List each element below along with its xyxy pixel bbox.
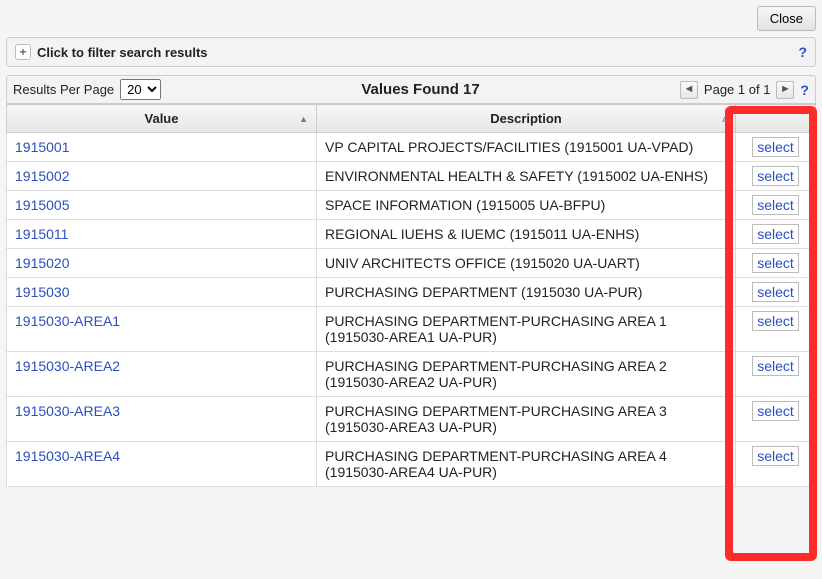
values-found-label: Values Found 17	[361, 81, 479, 98]
help-icon[interactable]: ?	[800, 82, 809, 98]
sort-up-icon: ▲	[299, 114, 308, 124]
description-cell: ENVIRONMENTAL HEALTH & SAFETY (1915002 U…	[317, 162, 736, 191]
value-link[interactable]: 1915030-AREA4	[15, 448, 120, 464]
prev-page-button[interactable]: ◄	[680, 81, 698, 99]
table-row: 1915030-AREA4 PURCHASING DEPARTMENT-PURCH…	[7, 442, 816, 487]
description-cell: PURCHASING DEPARTMENT-PURCHASING AREA 1 …	[317, 307, 736, 352]
page-indicator: Page 1 of 1	[704, 82, 771, 97]
select-button[interactable]: select	[752, 282, 799, 302]
sort-neutral-icon: ▵	[722, 113, 727, 124]
control-bar: Results Per Page 20 Values Found 17 ◄ Pa…	[6, 75, 816, 104]
value-link[interactable]: 1915011	[15, 226, 68, 242]
description-cell: PURCHASING DEPARTMENT-PURCHASING AREA 4 …	[317, 442, 736, 487]
select-button[interactable]: select	[752, 311, 799, 331]
table-row: 1915001 VP CAPITAL PROJECTS/FACILITIES (1…	[7, 133, 816, 162]
table-row: 1915030-AREA1 PURCHASING DEPARTMENT-PURCH…	[7, 307, 816, 352]
description-cell: VP CAPITAL PROJECTS/FACILITIES (1915001 …	[317, 133, 736, 162]
description-cell: PURCHASING DEPARTMENT (1915030 UA-PUR)	[317, 278, 736, 307]
value-link[interactable]: 1915030-AREA1	[15, 313, 120, 329]
results-table: Value▲ Description▵ 1915001 VP CAPITAL PR…	[6, 104, 816, 487]
column-header-action	[736, 105, 816, 133]
value-link[interactable]: 1915030	[15, 284, 70, 300]
column-header-description[interactable]: Description▵	[317, 105, 736, 133]
select-button[interactable]: select	[752, 446, 799, 466]
table-row: 1915030 PURCHASING DEPARTMENT (1915030 UA…	[7, 278, 816, 307]
description-cell: PURCHASING DEPARTMENT-PURCHASING AREA 3 …	[317, 397, 736, 442]
select-button[interactable]: select	[752, 401, 799, 421]
description-cell: SPACE INFORMATION (1915005 UA-BFPU)	[317, 191, 736, 220]
value-link[interactable]: 1915002	[15, 168, 70, 184]
value-link[interactable]: 1915005	[15, 197, 70, 213]
close-button[interactable]: Close	[757, 6, 816, 31]
table-row: 1915020 UNIV ARCHITECTS OFFICE (1915020 U…	[7, 249, 816, 278]
results-per-page-label: Results Per Page	[13, 82, 114, 97]
value-link[interactable]: 1915001	[15, 139, 70, 155]
description-cell: UNIV ARCHITECTS OFFICE (1915020 UA-UART)	[317, 249, 736, 278]
select-button[interactable]: select	[752, 195, 799, 215]
select-button[interactable]: select	[752, 224, 799, 244]
value-link[interactable]: 1915030-AREA2	[15, 358, 120, 374]
select-button[interactable]: select	[752, 253, 799, 273]
select-button[interactable]: select	[752, 356, 799, 376]
column-header-value[interactable]: Value▲	[7, 105, 317, 133]
table-row: 1915030-AREA3 PURCHASING DEPARTMENT-PURCH…	[7, 397, 816, 442]
table-row: 1915002 ENVIRONMENTAL HEALTH & SAFETY (19…	[7, 162, 816, 191]
select-button[interactable]: select	[752, 137, 799, 157]
help-icon[interactable]: ?	[798, 44, 807, 60]
description-cell: PURCHASING DEPARTMENT-PURCHASING AREA 2 …	[317, 352, 736, 397]
filter-panel[interactable]: + Click to filter search results ?	[6, 37, 816, 67]
per-page-select[interactable]: 20	[120, 79, 161, 100]
next-page-button[interactable]: ►	[776, 81, 794, 99]
filter-label: Click to filter search results	[37, 45, 208, 60]
description-cell: REGIONAL IUEHS & IUEMC (1915011 UA-ENHS)	[317, 220, 736, 249]
value-link[interactable]: 1915030-AREA3	[15, 403, 120, 419]
value-link[interactable]: 1915020	[15, 255, 70, 271]
select-button[interactable]: select	[752, 166, 799, 186]
table-row: 1915005 SPACE INFORMATION (1915005 UA-BFP…	[7, 191, 816, 220]
table-row: 1915011 REGIONAL IUEHS & IUEMC (1915011 U…	[7, 220, 816, 249]
table-row: 1915030-AREA2 PURCHASING DEPARTMENT-PURCH…	[7, 352, 816, 397]
expand-icon: +	[15, 44, 31, 60]
